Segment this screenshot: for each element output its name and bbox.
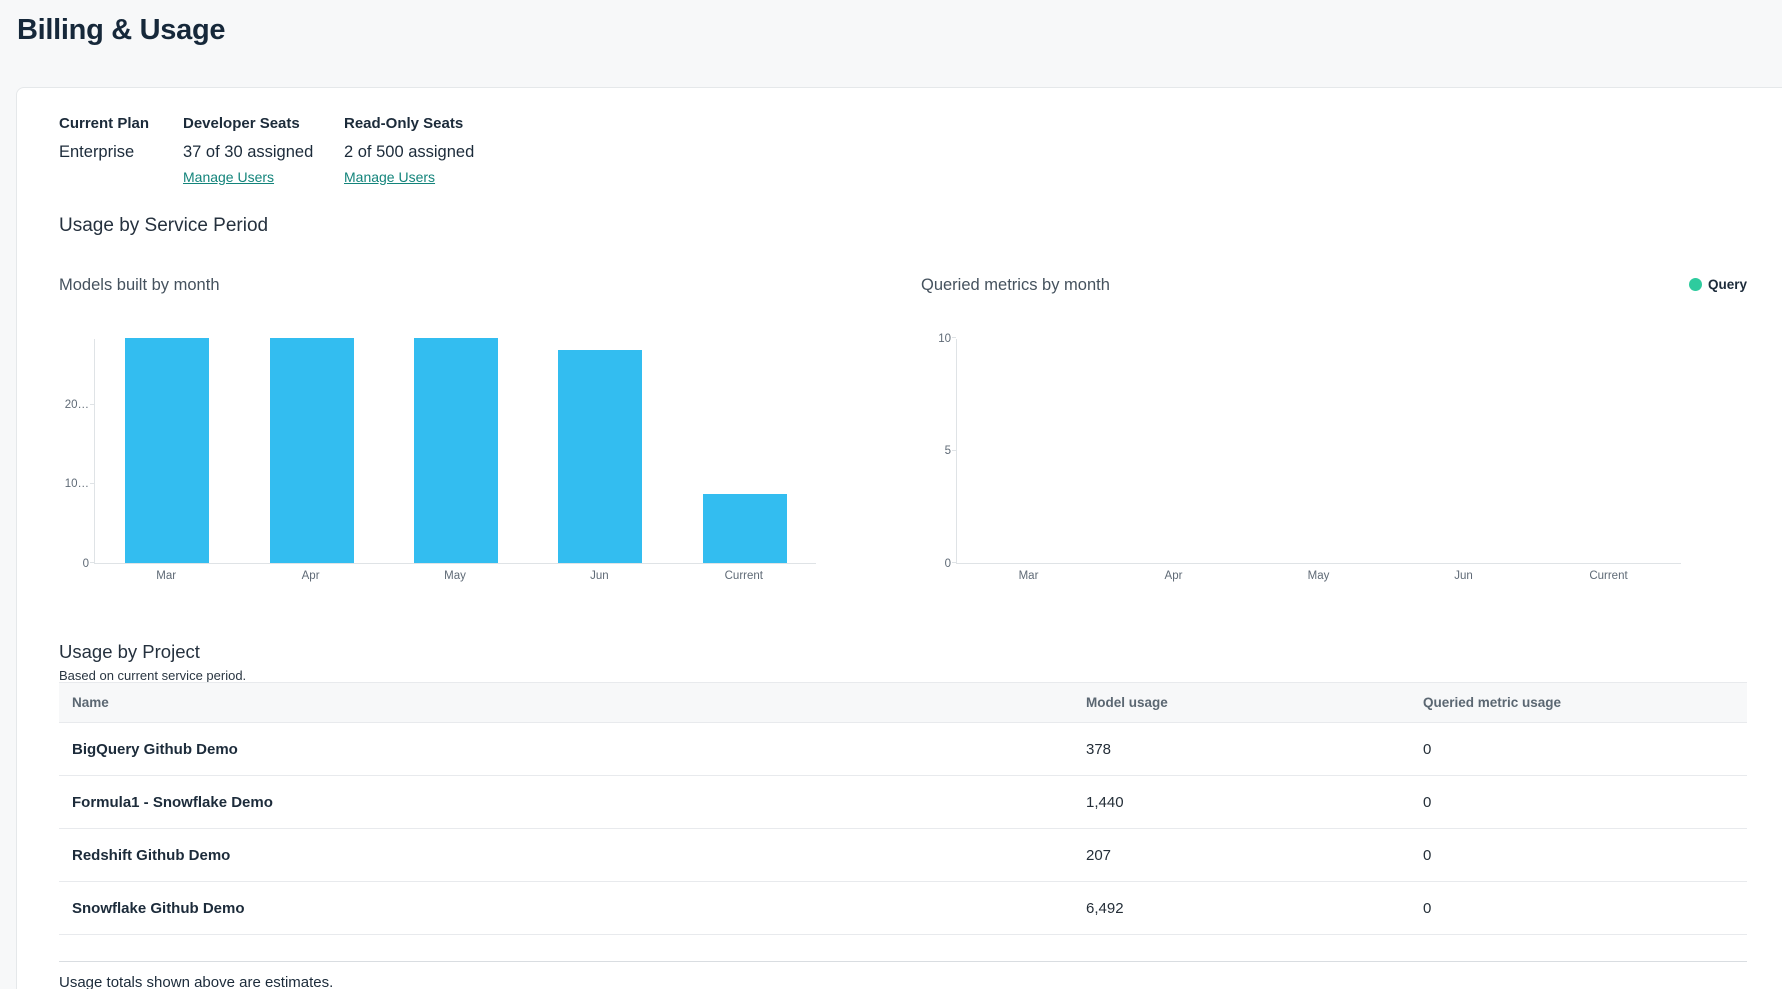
cell-project-name: BigQuery Github Demo — [72, 740, 238, 758]
table-row: Formula1 - Snowflake Demo 1,440 0 — [59, 776, 1747, 829]
read-only-seats-block: Read-Only Seats 2 of 500 assigned Manage… — [344, 115, 474, 185]
x-tick-label: Jun — [1454, 570, 1473, 582]
y-tick-mark — [952, 337, 956, 338]
legend-query-label: Query — [1708, 277, 1748, 292]
current-plan-block: Current Plan Enterprise — [59, 115, 150, 161]
usage-by-project-table: Name Model usage Queried metric usage Bi… — [59, 682, 1747, 935]
cell-queried-metric-usage: 0 — [1423, 846, 1432, 864]
usage-by-service-period-heading: Usage by Service Period — [59, 215, 269, 236]
x-tick-label: Current — [1589, 570, 1628, 582]
queried-metrics-y-axis: 0 5 10 — [891, 333, 951, 569]
queried-metrics-plot-area — [952, 337, 1681, 564]
page-title: Billing & Usage — [17, 14, 226, 46]
y-tick-mark — [90, 562, 94, 563]
table-row: Snowflake Github Demo 6,492 0 — [59, 882, 1747, 935]
y-tick-mark — [952, 562, 956, 563]
manage-users-link-developer[interactable]: Manage Users — [183, 169, 275, 185]
bar-may — [414, 338, 498, 563]
table-header-row: Name Model usage Queried metric usage — [59, 682, 1747, 723]
x-tick-label: Current — [724, 570, 763, 582]
developer-seats-value: 37 of 30 assigned — [183, 143, 314, 161]
bar-current — [702, 494, 787, 563]
bar-apr — [269, 338, 354, 563]
models-built-plot-area — [90, 338, 816, 564]
current-plan-value: Enterprise — [59, 143, 135, 161]
queried-metrics-chart-title: Queried metrics by month — [921, 276, 1110, 294]
y-tick-mark — [90, 482, 94, 484]
cell-project-name: Formula1 - Snowflake Demo — [72, 793, 273, 811]
developer-seats-block: Developer Seats 37 of 30 assigned Manage… — [183, 115, 313, 185]
y-tick-label: 0 — [82, 557, 89, 570]
read-only-seats-label: Read-Only Seats — [344, 115, 464, 132]
cell-model-usage: 6,492 — [1086, 899, 1124, 917]
y-tick-label: 10 — [938, 332, 951, 345]
x-tick-label: Apr — [1164, 570, 1183, 582]
column-header-name: Name — [72, 695, 109, 710]
y-tick-label: 5 — [944, 444, 951, 457]
manage-users-link-readonly[interactable]: Manage Users — [344, 169, 436, 185]
y-tick-label: 10… — [64, 478, 89, 491]
table-row: BigQuery Github Demo 378 0 — [59, 723, 1747, 776]
y-tick-mark — [952, 449, 956, 451]
x-tick-label: May — [1307, 570, 1330, 582]
models-built-chart-title: Models built by month — [59, 276, 220, 294]
cell-queried-metric-usage: 0 — [1423, 793, 1432, 811]
y-tick-label: 20… — [64, 399, 89, 412]
legend-query-dot — [1689, 278, 1702, 291]
cell-queried-metric-usage: 0 — [1423, 899, 1432, 917]
cell-model-usage: 207 — [1086, 846, 1112, 864]
column-header-queried-metric-usage: Queried metric usage — [1423, 695, 1562, 710]
usage-by-project-subtitle: Based on current service period. — [59, 668, 247, 683]
usage-by-project-heading: Usage by Project — [59, 641, 200, 662]
y-tick-label: 0 — [944, 557, 951, 570]
cell-model-usage: 378 — [1086, 740, 1112, 758]
developer-seats-label: Developer Seats — [183, 115, 300, 132]
cell-model-usage: 1,440 — [1086, 793, 1124, 811]
cell-project-name: Snowflake Github Demo — [72, 899, 245, 917]
bar-mar — [125, 338, 210, 563]
bar-jun — [558, 350, 643, 563]
x-tick-label: Mar — [156, 570, 177, 582]
cell-queried-metric-usage: 0 — [1423, 740, 1432, 758]
x-tick-label: Apr — [301, 570, 320, 582]
x-tick-label: Mar — [1018, 570, 1039, 582]
x-tick-label: Jun — [590, 570, 609, 582]
table-body: BigQuery Github Demo 378 0 Formula1 - Snowf… — [59, 723, 1747, 935]
cell-project-name: Redshift Github Demo — [72, 846, 231, 864]
usage-estimates-note: Usage totals shown above are estimates. — [59, 974, 334, 989]
y-tick-mark — [90, 403, 94, 405]
column-header-model-usage: Model usage — [1086, 695, 1168, 710]
footer-divider — [59, 961, 1747, 962]
chart-legend: Query — [1689, 277, 1747, 292]
current-plan-label: Current Plan — [59, 115, 150, 132]
x-tick-label: May — [444, 570, 466, 582]
billing-card: Current Plan Enterprise Developer Seats … — [16, 87, 1782, 989]
models-built-y-axis: 0 10… 20… — [29, 339, 89, 569]
read-only-seats-value: 2 of 500 assigned — [344, 143, 475, 161]
table-row: Redshift Github Demo 207 0 — [59, 829, 1747, 882]
